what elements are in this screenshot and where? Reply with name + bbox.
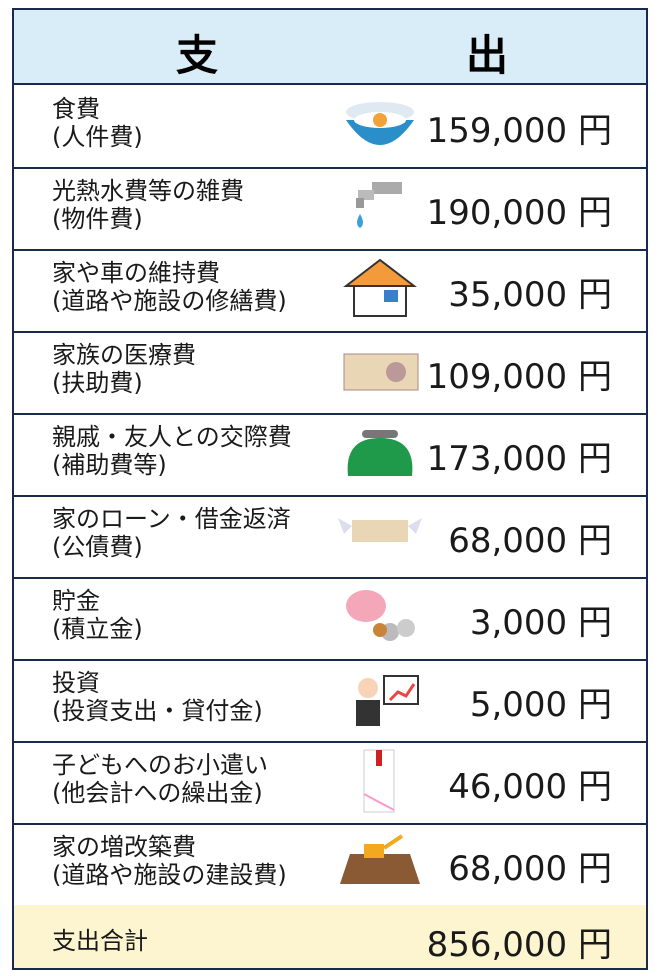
header-cell: 出 [466, 31, 509, 80]
total-row: 支出合計 856,000 円 [12, 905, 648, 970]
icon-investor [356, 675, 419, 726]
row-label: (人件費) [52, 123, 143, 151]
expense-row: 家の増改築費 (道路や施設の建設費) 68,000 円 [12, 823, 648, 907]
row-label: 食費 [52, 95, 100, 123]
expense-row: 光熱水費等の雑費 (物件費) 190,000 円 [12, 167, 648, 251]
expense-row: 家や車の維持費 (道路や施設の修繕費) 35,000 円 [12, 249, 648, 333]
row-label: 親戚・友人との交際費 [52, 423, 292, 451]
expense-row: 貯金 (積立金) 3,000 円 [12, 577, 648, 661]
expense-row: 投資 (投資支出・貸付金) 5,000 円 [12, 659, 648, 743]
icon-rice-bowl [346, 102, 414, 145]
row-label: (他会計への繰出金) [52, 779, 263, 807]
row-amount: 35,000 円 [448, 275, 612, 315]
icon-faucet [356, 182, 402, 228]
row-label: 投資 [52, 669, 100, 697]
icon-gift-envelope [363, 749, 395, 813]
expense-row: 親戚・友人との交際費 (補助費等) 173,000 円 [12, 413, 648, 497]
icon-purse [347, 430, 413, 476]
icon-house [343, 258, 417, 317]
row-label: (扶助費) [52, 369, 143, 397]
expense-row: 家のローン・借金返済 (公債費) 68,000 円 [12, 495, 648, 579]
row-label: (道路や施設の修繕費) [52, 287, 287, 315]
row-label: (道路や施設の建設費) [52, 861, 287, 889]
row-label: (積立金) [52, 615, 143, 643]
total-label: 支出合計 [52, 927, 148, 955]
row-amount: 46,000 円 [448, 767, 612, 807]
row-amount: 159,000 円 [426, 111, 612, 151]
row-label: (補助費等) [52, 451, 167, 479]
icon-banknote [343, 353, 419, 391]
expense-row: 家族の医療費 (扶助費) 109,000 円 [12, 331, 648, 415]
row-label: (投資支出・貸付金) [52, 697, 263, 725]
icon-piggy-bank [346, 590, 415, 641]
row-label: 貯金 [52, 587, 100, 615]
row-amount: 68,000 円 [448, 849, 612, 889]
row-amount: 3,000 円 [469, 603, 612, 643]
row-label: 家の増改築費 [52, 833, 196, 861]
total-amount: 856,000 円 [426, 925, 612, 965]
icon-construction [340, 834, 420, 884]
row-amount: 173,000 円 [426, 439, 612, 479]
row-label: (物件費) [52, 205, 143, 233]
row-label: 家のローン・借金返済 [52, 505, 291, 533]
row-amount: 5,000 円 [469, 685, 612, 725]
row-amount: 190,000 円 [426, 193, 612, 233]
row-amount: 68,000 円 [448, 521, 612, 561]
row-label: 子どもへのお小遣い [52, 751, 268, 779]
row-label: 光熱水費等の雑費 [52, 177, 244, 205]
row-label: 家族の医療費 [52, 341, 196, 369]
row-amount: 109,000 円 [426, 357, 612, 397]
header-row: 支 出 [12, 8, 648, 85]
row-label: (公債費) [52, 533, 143, 561]
row-label: 家や車の維持費 [52, 259, 220, 287]
icon-flying-note [338, 518, 422, 542]
expense-row: 子どもへのお小遣い (他会計への繰出金) 46,000 円 [12, 741, 648, 825]
header-cell: 支 [176, 31, 219, 80]
expense-row: 食費 (人件費) 159,000 円 [12, 85, 648, 169]
